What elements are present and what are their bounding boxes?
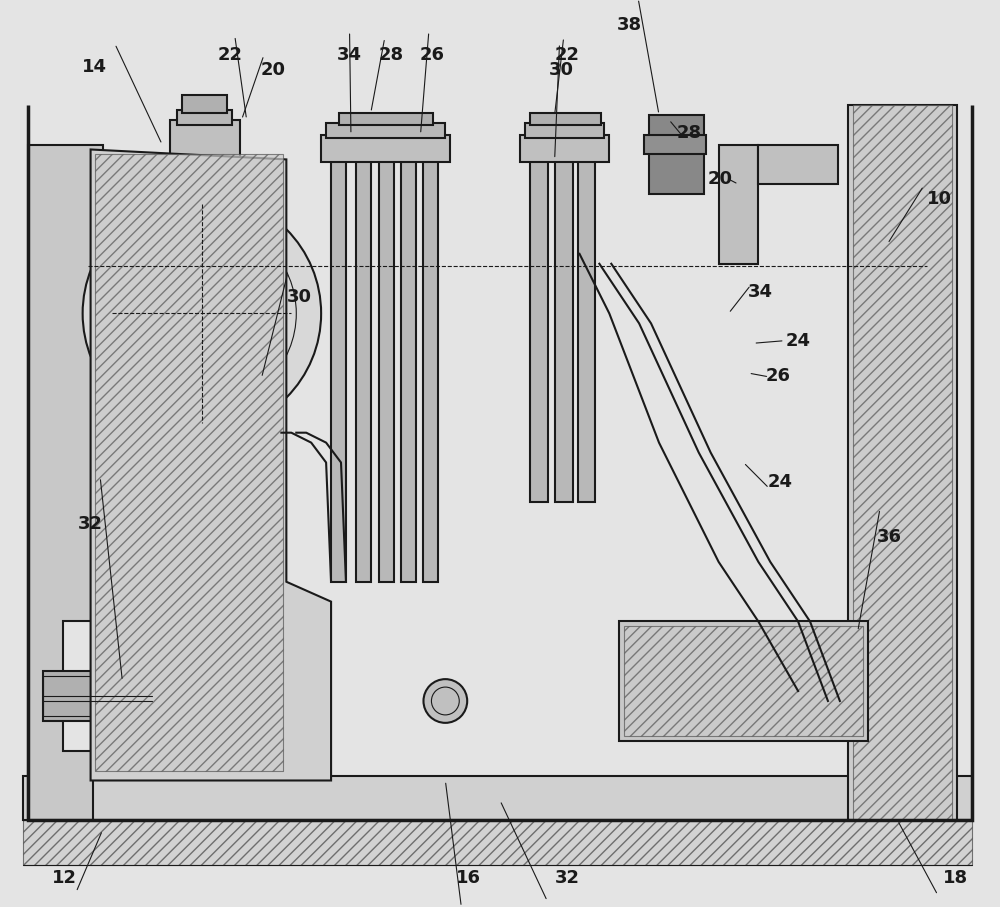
Text: 30: 30 xyxy=(549,61,574,79)
Bar xyxy=(170,120,240,164)
Circle shape xyxy=(423,679,467,723)
Polygon shape xyxy=(401,160,416,581)
Circle shape xyxy=(798,657,838,696)
Text: 24: 24 xyxy=(768,473,793,492)
Text: 12: 12 xyxy=(52,869,77,887)
Text: 34: 34 xyxy=(748,283,773,300)
Polygon shape xyxy=(848,105,957,820)
Circle shape xyxy=(634,647,684,696)
Text: 16: 16 xyxy=(456,869,481,887)
Bar xyxy=(624,627,863,736)
Text: 32: 32 xyxy=(555,869,580,887)
Text: 20: 20 xyxy=(708,171,733,189)
Bar xyxy=(649,114,704,194)
Circle shape xyxy=(714,647,763,696)
Circle shape xyxy=(83,194,321,433)
Text: 10: 10 xyxy=(927,190,952,209)
Polygon shape xyxy=(91,150,331,781)
Text: 20: 20 xyxy=(261,61,286,79)
Text: 30: 30 xyxy=(287,288,312,306)
Text: 24: 24 xyxy=(786,332,811,350)
Circle shape xyxy=(192,473,212,493)
Text: 34: 34 xyxy=(336,46,361,64)
Bar xyxy=(644,134,706,154)
Bar xyxy=(182,95,227,112)
Polygon shape xyxy=(379,160,394,581)
Circle shape xyxy=(129,683,185,739)
Text: 22: 22 xyxy=(217,46,242,64)
Bar xyxy=(326,122,445,138)
Bar xyxy=(853,105,952,820)
Text: 38: 38 xyxy=(617,16,642,34)
Text: 14: 14 xyxy=(82,58,107,76)
Polygon shape xyxy=(719,144,758,264)
Bar xyxy=(619,621,868,741)
Polygon shape xyxy=(356,160,371,581)
Text: 22: 22 xyxy=(555,46,580,64)
Bar xyxy=(23,820,972,865)
Circle shape xyxy=(149,703,165,719)
Text: 26: 26 xyxy=(420,46,445,64)
Bar xyxy=(23,775,972,820)
Polygon shape xyxy=(758,144,838,184)
Bar xyxy=(525,122,604,138)
Text: 32: 32 xyxy=(78,515,103,533)
Text: 28: 28 xyxy=(676,123,701,141)
Bar xyxy=(530,112,601,124)
Polygon shape xyxy=(331,160,346,581)
Text: 28: 28 xyxy=(378,46,403,64)
Bar xyxy=(520,134,609,162)
Bar xyxy=(339,112,433,124)
Polygon shape xyxy=(530,160,548,502)
Circle shape xyxy=(150,431,254,534)
Polygon shape xyxy=(28,144,103,820)
Text: 36: 36 xyxy=(877,528,902,546)
Polygon shape xyxy=(555,160,573,502)
Polygon shape xyxy=(578,160,595,502)
Bar xyxy=(43,671,152,721)
Bar xyxy=(321,134,450,162)
Polygon shape xyxy=(423,160,438,581)
Bar xyxy=(43,676,152,716)
Bar xyxy=(177,110,232,124)
Bar xyxy=(95,154,283,771)
Text: 26: 26 xyxy=(766,367,791,385)
Text: 18: 18 xyxy=(943,869,968,887)
